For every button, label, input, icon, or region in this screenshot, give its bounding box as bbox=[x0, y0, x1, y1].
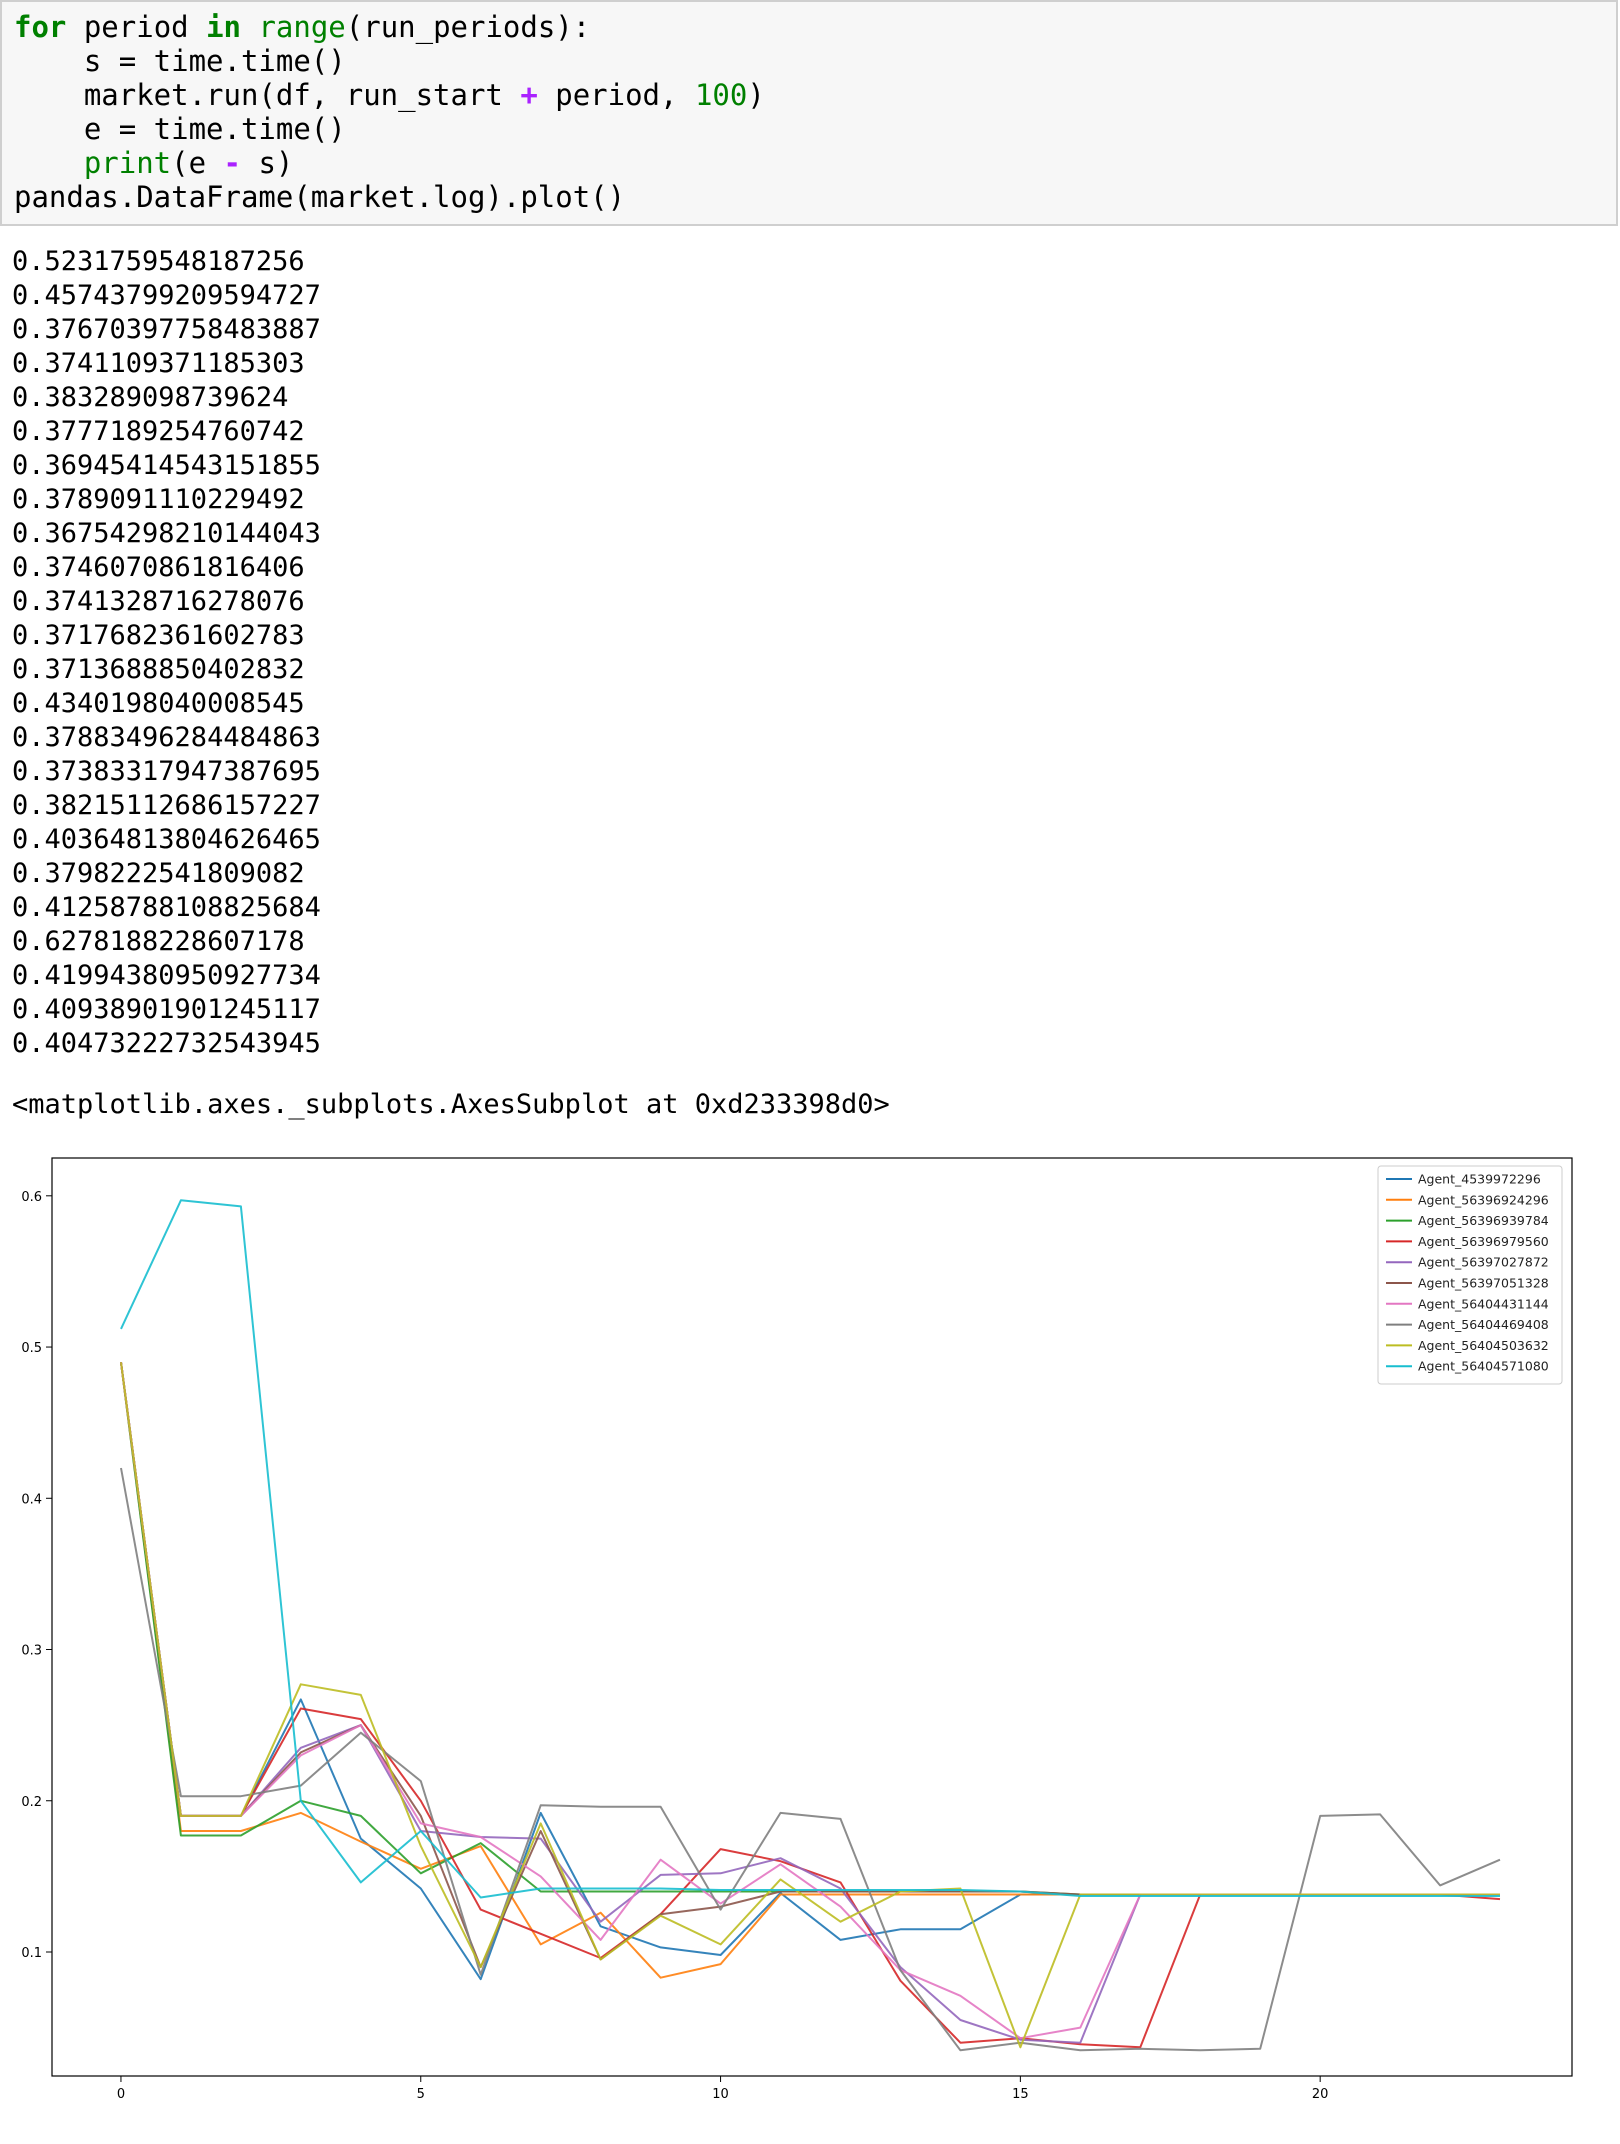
x-tick-label: 15 bbox=[1012, 2087, 1029, 2102]
legend: Agent_4539972296 Agent_56396924296 Agent_5… bbox=[1377, 1165, 1563, 1385]
legend-entry: Agent_56397027872 bbox=[1418, 1255, 1549, 1270]
stdout-line: 0.4340198040008545 bbox=[12, 688, 305, 719]
cell-stdout: 0.5231759548187256 0.45743799209594727 0.3… bbox=[12, 245, 321, 1061]
series-line-Agent_56404571080 bbox=[120, 1199, 1500, 1899]
stdout-line: 0.3717682361602783 bbox=[12, 620, 305, 651]
legend-entry: Agent_56396924296 bbox=[1418, 1192, 1549, 1207]
code-token: s) bbox=[241, 146, 294, 180]
code-line: pandas.DataFrame(market.log).plot() bbox=[14, 180, 765, 214]
y-axis: 0.1 0.2 0.3 0.4 0.5 0.6 bbox=[21, 1190, 52, 1961]
code-cell[interactable]: for period in range(run_periods): s = ti… bbox=[0, 0, 1618, 226]
legend-entry: Agent_56396979560 bbox=[1418, 1234, 1549, 1249]
code-token: 100 bbox=[694, 78, 748, 112]
legend-entry: Agent_56404469408 bbox=[1418, 1317, 1549, 1332]
code-token: ) bbox=[747, 78, 765, 112]
stdout-line: 0.3741109371185303 bbox=[12, 348, 305, 379]
code-token: print bbox=[83, 146, 172, 180]
code-token: - bbox=[223, 146, 242, 180]
code-token: e = time.time() bbox=[14, 112, 346, 146]
x-tick-label: 10 bbox=[712, 2087, 729, 2102]
stdout-line: 0.40473222732543945 bbox=[12, 1028, 321, 1059]
code-line: market.run(df, run_start + period, 100) bbox=[14, 78, 765, 112]
stdout-line: 0.3741328716278076 bbox=[12, 586, 305, 617]
stdout-line: 0.3777189254760742 bbox=[12, 416, 305, 447]
code-token: pandas.DataFrame(market.log).plot() bbox=[14, 180, 626, 214]
stdout-line: 0.5231759548187256 bbox=[12, 246, 305, 277]
code-token: period bbox=[66, 10, 207, 44]
y-tick-label: 0.6 bbox=[21, 1190, 42, 1205]
code-token: s = time.time() bbox=[14, 44, 346, 78]
stdout-line: 0.6278188228607178 bbox=[12, 926, 305, 957]
code-line: s = time.time() bbox=[14, 44, 765, 78]
legend-entry: Agent_56404431144 bbox=[1418, 1296, 1549, 1311]
code-token: (run_periods): bbox=[345, 10, 591, 44]
series-lines bbox=[120, 1199, 1501, 2052]
y-tick-label: 0.2 bbox=[21, 1795, 42, 1810]
x-axis: 0 5 10 15 20 bbox=[117, 2076, 1329, 2102]
legend-entry: Agent_56397051328 bbox=[1418, 1276, 1549, 1291]
y-tick-label: 0.5 bbox=[21, 1341, 42, 1356]
series-line-Agent_56404503632 bbox=[120, 1362, 1500, 2049]
stdout-line: 0.3789091110229492 bbox=[12, 484, 305, 515]
stdout-line: 0.45743799209594727 bbox=[12, 280, 321, 311]
stdout-line: 0.3746070861816406 bbox=[12, 552, 305, 583]
stdout-line: 0.38215112686157227 bbox=[12, 790, 321, 821]
y-tick-label: 0.3 bbox=[21, 1644, 42, 1659]
code-token: range bbox=[258, 10, 346, 44]
code-token: + bbox=[520, 78, 538, 112]
x-tick-label: 5 bbox=[417, 2087, 425, 2102]
code-token: market.run(df, run_start bbox=[14, 78, 521, 112]
plot-background bbox=[51, 1157, 1573, 2077]
code-editor[interactable]: for period in range(run_periods): s = ti… bbox=[14, 10, 765, 214]
legend-box bbox=[1377, 1165, 1563, 1385]
stdout-line: 0.40938901901245117 bbox=[12, 994, 321, 1025]
legend-entry: Agent_56404503632 bbox=[1418, 1338, 1549, 1353]
code-token bbox=[241, 10, 258, 44]
y-tick-label: 0.4 bbox=[21, 1492, 42, 1507]
series-line-Agent_56404469408 bbox=[120, 1467, 1501, 2052]
stdout-line: 0.41258788108825684 bbox=[12, 892, 321, 923]
legend-entry: Agent_56396939784 bbox=[1418, 1213, 1549, 1228]
stdout-line: 0.40364813804626465 bbox=[12, 824, 321, 855]
code-token: (e bbox=[171, 146, 224, 180]
stdout-line: 0.383289098739624 bbox=[12, 382, 289, 413]
stdout-line: 0.36754298210144043 bbox=[12, 518, 321, 549]
x-tick-label: 20 bbox=[1312, 2087, 1329, 2102]
code-token bbox=[14, 146, 84, 180]
stdout-line: 0.37670397758483887 bbox=[12, 314, 321, 345]
x-tick-label: 0 bbox=[117, 2087, 125, 2102]
cell-result-repr: <matplotlib.axes._subplots.AxesSubplot a… bbox=[12, 1089, 890, 1120]
stdout-line: 0.37883496284484863 bbox=[12, 722, 321, 753]
code-token: for bbox=[14, 10, 67, 44]
stdout-line: 0.37383317947387695 bbox=[12, 756, 321, 787]
code-token: in bbox=[206, 10, 241, 44]
y-tick-label: 0.1 bbox=[21, 1946, 42, 1961]
code-line: e = time.time() bbox=[14, 112, 765, 146]
code-line: print(e - s) bbox=[14, 146, 765, 180]
stdout-line: 0.3713688850402832 bbox=[12, 654, 305, 685]
stdout-line: 0.3798222541809082 bbox=[12, 858, 305, 889]
legend-entry: Agent_56404571080 bbox=[1418, 1359, 1549, 1374]
stdout-line: 0.36945414543151855 bbox=[12, 450, 321, 481]
line-chart: 0.1 0.2 0.3 0.4 0.5 0.6 0 5 10 15 20 Agent_453997… bbox=[21, 1157, 1573, 2102]
legend-entry: Agent_4539972296 bbox=[1418, 1172, 1541, 1187]
code-token: period, bbox=[537, 78, 695, 112]
stdout-line: 0.41994380950927734 bbox=[12, 960, 321, 991]
code-line: for period in range(run_periods): bbox=[14, 10, 765, 44]
